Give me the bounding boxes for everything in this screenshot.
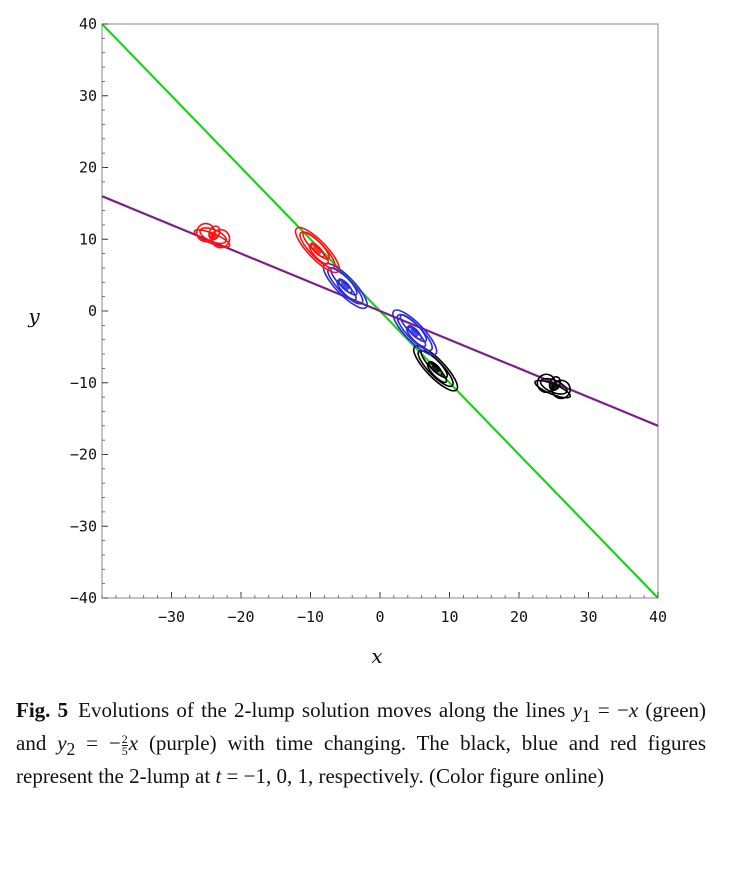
lump-contour [412,345,459,392]
lump-core [431,363,441,373]
lump-3-1 [294,226,341,274]
y-tick-label: −10 [70,374,97,392]
lump-core [410,327,420,338]
caption-purple: (purple) with time changing. The black, … [16,731,706,789]
lump-2-2 [392,309,438,356]
figure-caption: Fig. 5 Evolutions of the 2-lump solution … [16,697,706,790]
caption-eq2: = − [75,731,121,756]
y-axis-label: y [27,304,40,328]
lump-contour [208,225,221,241]
lump-1-2 [534,373,572,400]
caption-eq1: = − [590,698,629,722]
caption-text-1: Evolutions of the 2-lump solution moves … [78,698,573,722]
lump-core [340,281,350,291]
y-tick-label: 40 [79,15,97,33]
y-tick-label: −30 [70,517,97,535]
caption-green: (green) and [16,698,707,756]
lumps-layer [193,222,572,400]
x-tick-label: 10 [440,608,458,626]
lump-core [548,382,559,391]
caption-x2: x [128,731,139,756]
caption-frac-num: 2 [121,731,128,746]
lump-core [208,231,219,240]
y-tick-label: −20 [70,446,97,464]
x-tick-label: 40 [649,608,667,626]
axes-layer: −30 −20 −10 0 10 20 30 40 40 30 20 10 0 −10 −20 −30 −40 [70,15,667,626]
lines-layer [101,23,659,599]
caption-tvals: = −1, 0, 1, respectively. (Color figure … [221,764,605,789]
lump-core [312,245,322,255]
lump-1-1 [412,345,459,392]
y-tick-label: 10 [79,230,97,248]
lump-contour [294,226,341,274]
x-tick-label: −20 [227,608,254,626]
x-tick-label: 0 [375,608,384,626]
lump-3-2 [193,222,231,249]
lump-contour [548,376,562,392]
y-tick-label: 20 [79,159,97,177]
lump-contour [392,309,438,356]
series-line-2 [101,195,659,427]
x-tick-label: 30 [579,608,597,626]
y-tick-label: 0 [88,302,97,320]
y-tick-label: 30 [79,87,97,105]
caption-y2: y [57,731,67,756]
x-tick-label: 20 [510,608,528,626]
figure-5-plot: −30 −20 −10 0 10 20 30 40403020100−10−20−30−40 … [27,15,667,668]
caption-y2-sub: 2 [66,739,76,760]
x-tick-label: −10 [297,608,324,626]
caption-x1: x [628,698,639,722]
x-axis-label: x [371,644,382,668]
caption-t: t [215,764,222,789]
y-tick-label: −40 [70,589,97,607]
caption-frac-den: 5 [121,743,128,758]
caption-y1-sub: 1 [581,706,591,727]
caption-y1: y [572,698,582,722]
x-tick-label: −30 [158,608,185,626]
caption-label: Fig. 5 [16,698,69,722]
